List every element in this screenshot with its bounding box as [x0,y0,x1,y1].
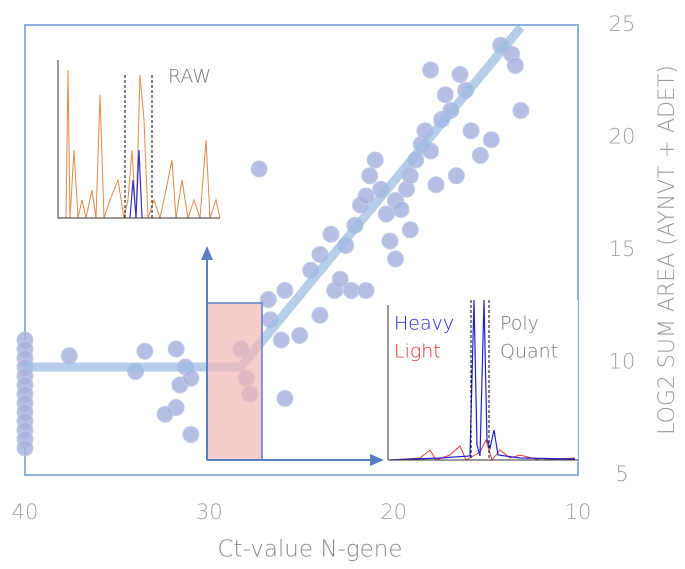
y-tick-label: 10 [609,350,636,374]
x-tick-label: 40 [12,500,39,524]
raw-inset: RAW [58,58,220,218]
y-axis-title: LOG2 SUM AREA (AYNVT + ADET) [655,65,680,435]
point [183,427,199,443]
point [437,87,453,103]
point [157,406,173,422]
x-tick-label: 30 [196,500,223,524]
point [273,332,289,348]
chart: RAW Heavy Light Poly Quant Ct-value N-ge… [0,0,685,569]
point [367,152,383,168]
point [292,328,308,344]
point [61,348,77,364]
point [378,206,394,222]
point [251,161,267,177]
x-tick-label: 10 [565,500,592,524]
point [137,343,153,359]
point [382,233,398,249]
point [513,103,529,119]
point [483,132,499,148]
point [428,177,444,193]
point [452,67,468,83]
annotation: Quant [500,341,558,363]
annotation: Poly [500,313,539,335]
point [393,202,409,218]
y-tick-label: 15 [609,237,636,261]
x-tick-label: 20 [380,500,407,524]
point [277,391,293,407]
point [463,123,479,139]
point [183,370,199,386]
point [358,283,374,299]
point [448,168,464,184]
annotation: RAW [168,66,211,88]
annotation: Heavy [394,313,454,335]
y-tick-label: 25 [609,12,636,36]
point [402,222,418,238]
x-axis-title: Ct-value N-gene [217,537,402,563]
point [362,168,378,184]
point [507,58,523,74]
point [17,440,33,456]
point [423,62,439,78]
point [277,283,293,299]
annotation: Light [394,341,441,363]
arrow-head [201,246,213,260]
point [343,283,359,299]
highlight-region [207,303,262,460]
arrow-head [370,454,384,466]
point [312,307,328,323]
point [323,226,339,242]
point [472,148,488,164]
poly-inset: Heavy Light Poly Quant [388,300,578,462]
point [168,341,184,357]
y-tick-label: 20 [609,125,636,149]
y-tick-label: 5 [615,462,628,486]
point [388,251,404,267]
